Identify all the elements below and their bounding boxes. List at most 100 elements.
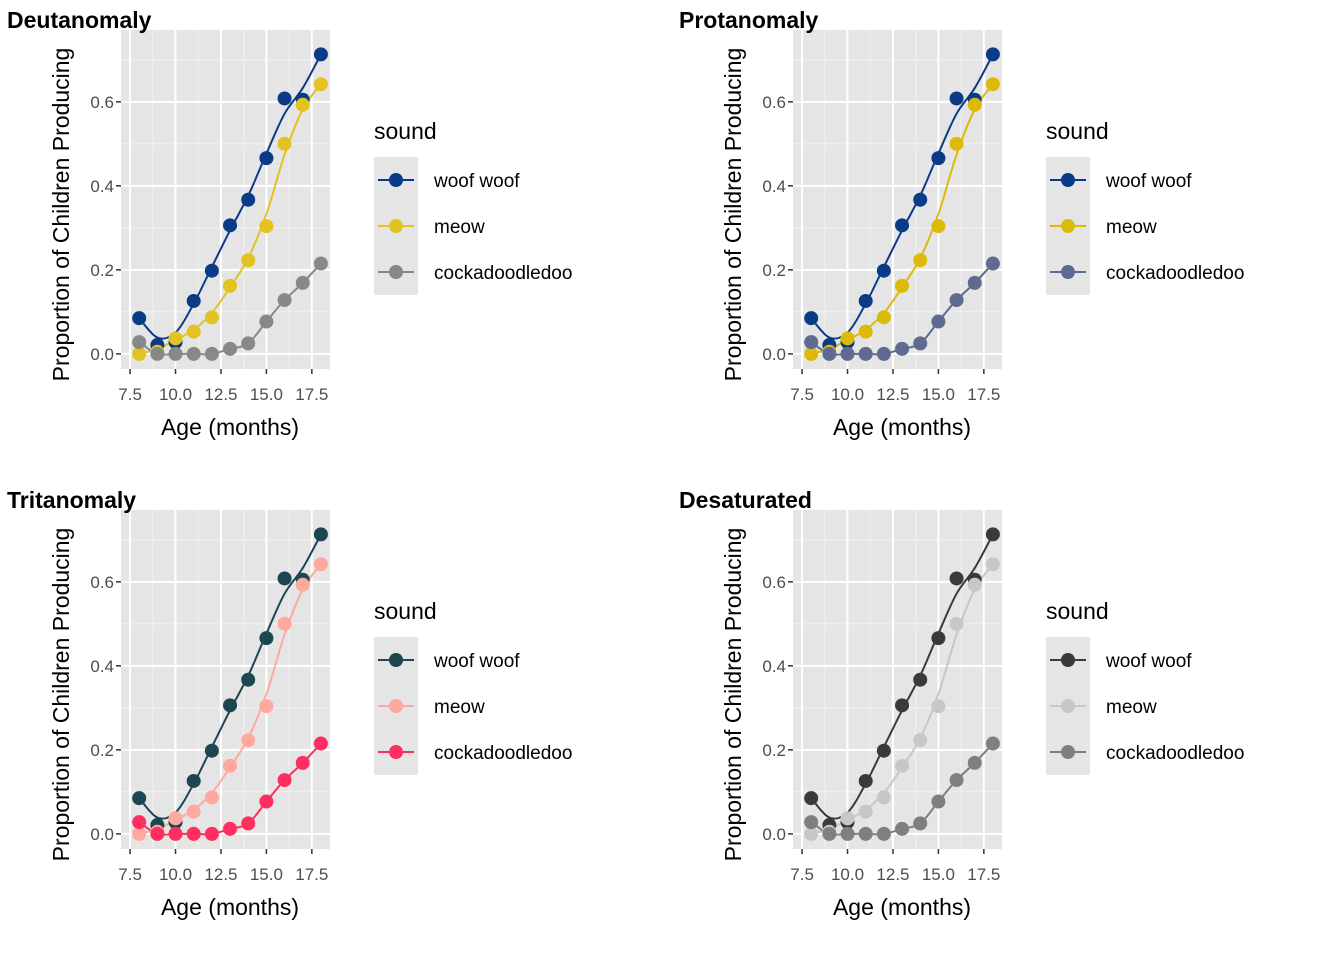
data-point [277, 136, 292, 151]
legend-label: woof woof [1105, 651, 1192, 672]
data-point [132, 346, 147, 361]
legend-label: cockadoodledoo [1106, 263, 1244, 284]
data-point [241, 336, 256, 351]
data-point [241, 192, 256, 207]
data-point [967, 755, 982, 770]
legend-label: woof woof [1105, 171, 1192, 192]
data-point [168, 811, 183, 826]
chart-panel-0: 7.5 10.0 12.5 15.0 17.5 0.0 0.2 0.4 0.6 Age (mont… [7, 7, 572, 440]
data-point [313, 47, 328, 62]
data-point [876, 310, 891, 325]
x-tick-label: 15.0 [250, 385, 283, 404]
data-point [259, 219, 274, 234]
data-point [204, 743, 219, 758]
legend-label: meow [1106, 217, 1157, 238]
x-tick-label: 12.5 [204, 385, 237, 404]
data-point [913, 733, 928, 748]
data-point [168, 346, 183, 361]
y-tick-label: 0.2 [90, 261, 114, 280]
chart-title: Desaturated [679, 487, 812, 513]
data-point [313, 527, 328, 542]
data-point [277, 293, 292, 308]
legend-label: meow [1106, 697, 1157, 718]
legend-title: sound [1046, 118, 1109, 144]
legend-key-point [389, 699, 403, 713]
chart-title: Protanomaly [679, 7, 819, 33]
data-point [295, 97, 310, 112]
data-point [204, 310, 219, 325]
data-point [967, 275, 982, 290]
plot-background [793, 30, 1002, 369]
x-axis-title: Age (months) [161, 894, 299, 920]
data-point [840, 346, 855, 361]
x-tick-label: 10.0 [159, 385, 192, 404]
legend-label: cockadoodledoo [1106, 743, 1244, 764]
data-point [168, 826, 183, 841]
y-tick-label: 0.6 [762, 93, 786, 112]
data-point [223, 218, 238, 233]
chart-panel-1: 7.5 10.0 12.5 15.0 17.5 0.0 0.2 0.4 0.6 Age (mont… [679, 7, 1244, 440]
legend-key-point [389, 653, 403, 667]
data-point [132, 791, 147, 806]
chart-panel-2: 7.5 10.0 12.5 15.0 17.5 0.0 0.2 0.4 0.6 Age (mont… [7, 487, 572, 920]
x-tick-label: 10.0 [831, 385, 864, 404]
data-point [277, 571, 292, 586]
chart-panel-3: 7.5 10.0 12.5 15.0 17.5 0.0 0.2 0.4 0.6 Age (mont… [679, 487, 1244, 920]
data-point [313, 736, 328, 751]
y-axis-title: Proportion of Children Producing [48, 528, 74, 862]
data-point [840, 331, 855, 346]
data-point [913, 253, 928, 268]
plot-background [121, 30, 330, 369]
data-point [949, 136, 964, 151]
y-tick-label: 0.0 [762, 345, 786, 364]
x-tick-label: 15.0 [250, 865, 283, 884]
data-point [204, 263, 219, 278]
x-tick-label: 7.5 [118, 385, 142, 404]
data-point [931, 151, 946, 166]
legend-key-point [1061, 745, 1075, 759]
data-point [241, 253, 256, 268]
legend-key-point [389, 745, 403, 759]
x-tick-label: 10.0 [831, 865, 864, 884]
data-point [168, 331, 183, 346]
data-point [985, 527, 1000, 542]
x-tick-label: 12.5 [876, 865, 909, 884]
data-point [804, 346, 819, 361]
legend-key-point [389, 265, 403, 279]
data-point [895, 278, 910, 293]
x-tick-label: 7.5 [118, 865, 142, 884]
data-point [822, 826, 837, 841]
data-point [804, 335, 819, 350]
data-point [259, 699, 274, 714]
data-point [931, 699, 946, 714]
data-point [876, 826, 891, 841]
data-point [985, 256, 1000, 271]
data-point [913, 336, 928, 351]
data-point [858, 804, 873, 819]
data-point [949, 91, 964, 106]
chart-title: Deutanomaly [7, 7, 152, 33]
legend-key-point [389, 219, 403, 233]
plot-background [121, 510, 330, 849]
data-point [895, 218, 910, 233]
data-point [949, 571, 964, 586]
data-point [132, 335, 147, 350]
data-point [913, 192, 928, 207]
data-point [840, 811, 855, 826]
data-point [985, 736, 1000, 751]
data-point [858, 324, 873, 339]
y-tick-label: 0.4 [90, 657, 114, 676]
data-point [876, 263, 891, 278]
y-tick-label: 0.6 [90, 93, 114, 112]
y-tick-label: 0.2 [762, 741, 786, 760]
x-tick-label: 7.5 [790, 865, 814, 884]
data-point [895, 698, 910, 713]
x-axis-title: Age (months) [833, 894, 971, 920]
data-point [858, 826, 873, 841]
legend-title: sound [374, 598, 437, 624]
y-tick-label: 0.6 [762, 573, 786, 592]
data-point [913, 816, 928, 831]
data-point [985, 557, 1000, 572]
data-point [186, 293, 201, 308]
data-point [223, 821, 238, 836]
